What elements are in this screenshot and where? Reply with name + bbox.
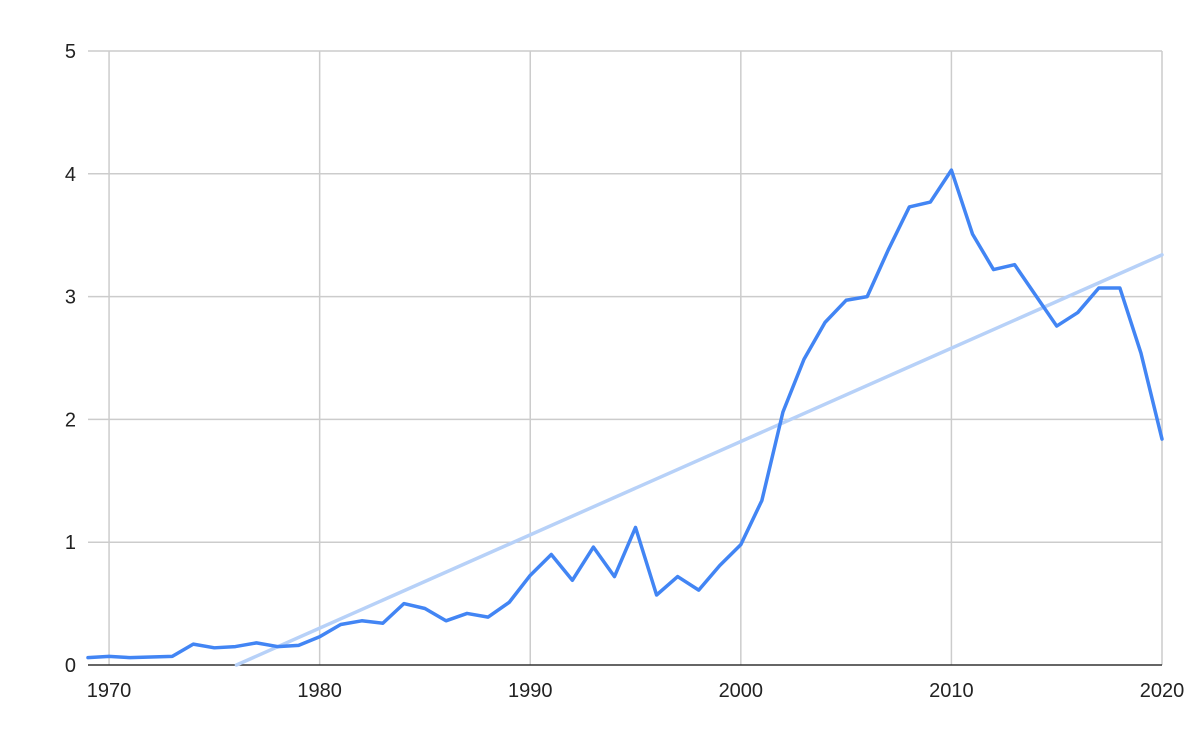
data-point <box>170 654 174 658</box>
x-tick-label: 1980 <box>297 680 342 702</box>
data-point <box>528 573 532 577</box>
y-tick-label: 5 <box>65 41 76 63</box>
data-point <box>339 622 343 626</box>
trendline-layer <box>234 253 1164 667</box>
data-point <box>1034 293 1038 297</box>
trendline <box>234 253 1164 667</box>
data-point <box>1139 351 1143 355</box>
data-point <box>86 656 90 660</box>
data-point <box>149 655 153 659</box>
data-point <box>697 588 701 592</box>
y-tick-label: 1 <box>65 532 76 554</box>
data-point <box>507 600 511 604</box>
data-point <box>823 320 827 324</box>
data-point <box>907 205 911 209</box>
y-tick-label: 2 <box>65 409 76 431</box>
data-point <box>381 621 385 625</box>
data-point <box>1160 437 1164 441</box>
data-point <box>844 298 848 302</box>
data-point <box>360 619 364 623</box>
grid-lines <box>88 50 1163 665</box>
data-point <box>802 357 806 361</box>
data-point <box>970 232 974 236</box>
data-point <box>191 642 195 646</box>
data-point <box>1118 286 1122 290</box>
data-point <box>254 641 258 645</box>
data-point <box>886 248 890 252</box>
data-point <box>276 645 280 649</box>
data-point <box>676 575 680 579</box>
data-point <box>318 635 322 639</box>
data-point <box>297 643 301 647</box>
x-tick-labels: 1970 1980 1990 2000 2010 2020 <box>87 680 1184 702</box>
data-point <box>486 615 490 619</box>
y-tick-label: 4 <box>65 164 76 186</box>
x-tick-label: 1970 <box>87 680 132 702</box>
data-point <box>655 593 659 597</box>
data-point <box>634 525 638 529</box>
x-tick-label: 1990 <box>508 680 553 702</box>
data-point <box>444 619 448 623</box>
data-point <box>992 268 996 272</box>
y-tick-label: 3 <box>65 287 76 309</box>
x-tick-label: 2010 <box>929 680 974 702</box>
data-point <box>718 564 722 568</box>
data-point <box>212 646 216 650</box>
data-point <box>760 498 764 502</box>
series-layer <box>86 168 1164 660</box>
data-point <box>949 168 953 172</box>
data-point <box>549 552 553 556</box>
data-point <box>781 410 785 414</box>
data-point <box>128 656 132 660</box>
data-point <box>1076 311 1080 315</box>
data-point <box>612 575 616 579</box>
data-point <box>233 645 237 649</box>
x-tick-label: 2000 <box>719 680 764 702</box>
y-tick-labels: 0 1 2 3 4 5 <box>65 41 76 677</box>
data-point <box>1013 263 1017 267</box>
data-point <box>423 607 427 611</box>
x-tick-label: 2020 <box>1140 680 1185 702</box>
data-point <box>402 602 406 606</box>
data-point <box>107 654 111 658</box>
y-tick-label: 0 <box>65 655 76 677</box>
data-point <box>465 611 469 615</box>
data-point <box>739 543 743 547</box>
data-point <box>1097 286 1101 290</box>
data-point <box>1055 324 1059 328</box>
data-point <box>928 200 932 204</box>
series-line <box>86 168 1164 660</box>
data-point <box>591 545 595 549</box>
data-point <box>570 578 574 582</box>
data-point <box>865 295 869 299</box>
